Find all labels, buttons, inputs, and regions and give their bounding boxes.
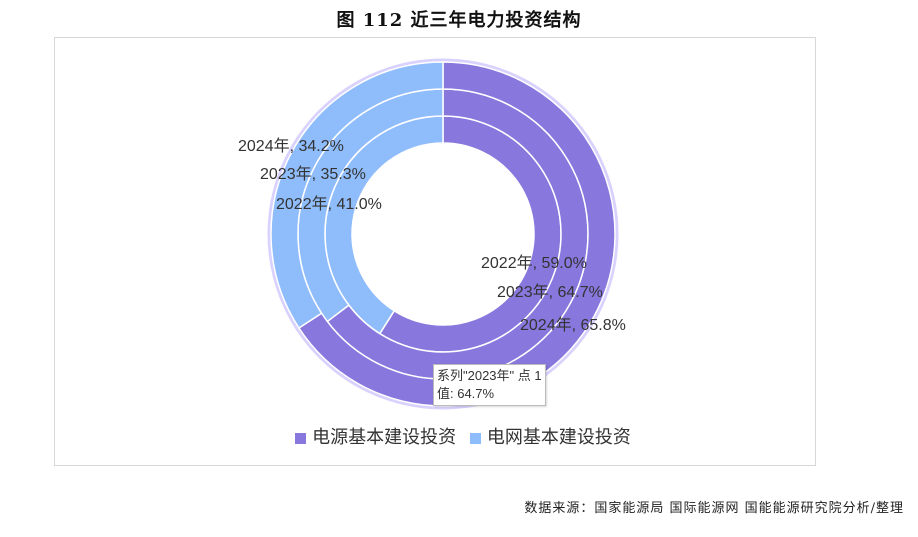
- tooltip-series: 系列"2023年" 点 1: [437, 368, 542, 383]
- legend-item-grid[interactable]: 电网基本建设投资: [486, 427, 631, 448]
- chart-title: 图 112 近三年电力投资结构: [336, 10, 582, 31]
- label-2022-power: 2022年, 59.0%: [481, 254, 587, 272]
- ring-segment-2024年-grid[interactable]: [270, 61, 444, 330]
- tooltip-value: 值: 64.7%: [437, 386, 495, 401]
- source-note: 数据来源：国家能源局 国际能源网 国能能源研究院分析/整理: [524, 501, 904, 516]
- legend: 电源基本建设投资 电网基本建设投资: [0, 423, 918, 449]
- legend-swatch-grid: [469, 432, 481, 444]
- label-2023-grid: 2023年, 35.3%: [260, 165, 366, 183]
- label-2023-power: 2023年, 64.7%: [497, 283, 603, 301]
- ring-segment-2024年-power[interactable]: [297, 61, 616, 407]
- label-2022-grid: 2022年, 41.0%: [276, 195, 382, 213]
- label-2024-power: 2024年, 65.8%: [520, 316, 626, 334]
- legend-item-power[interactable]: 电源基本建设投资: [312, 427, 457, 448]
- legend-swatch-power: [295, 432, 307, 444]
- tooltip: 系列"2023年" 点 1 值: 64.7%: [433, 364, 546, 406]
- label-2024-grid: 2024年, 34.2%: [238, 137, 344, 155]
